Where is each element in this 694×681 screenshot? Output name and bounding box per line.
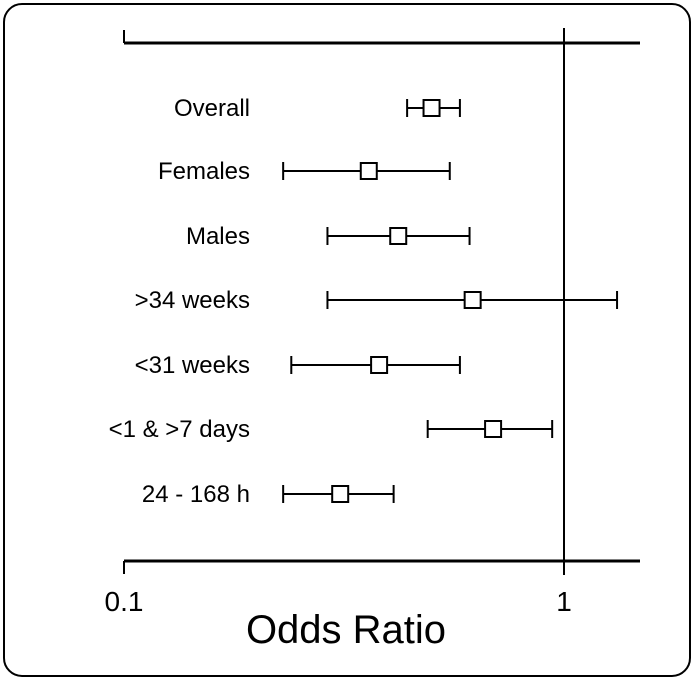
- row-label: Overall: [174, 95, 250, 122]
- row-label: 24 - 168 h: [142, 481, 250, 508]
- estimate-marker: [370, 356, 389, 374]
- x-tick-label: 1: [556, 586, 572, 617]
- forest-row: Males: [186, 223, 471, 250]
- estimate-marker: [389, 227, 408, 245]
- forest-row: Females: [158, 158, 451, 185]
- row-label: Females: [158, 158, 250, 185]
- frame: [3, 3, 691, 677]
- forest-row: <1 & >7 days: [109, 416, 554, 443]
- row-label: >34 weeks: [135, 287, 250, 314]
- row-label: <1 & >7 days: [109, 416, 250, 443]
- estimate-marker: [359, 162, 378, 180]
- estimate-marker: [422, 99, 441, 117]
- row-label: Males: [186, 223, 250, 250]
- row-label: <31 weeks: [135, 352, 250, 379]
- x-tick-label: 0.1: [105, 586, 144, 617]
- x-axis-label: Odds Ratio: [246, 608, 446, 652]
- forest-row: Overall: [174, 95, 461, 122]
- forest-row: 24 - 168 h: [142, 481, 395, 508]
- estimate-marker: [463, 291, 482, 309]
- forest-rows: Overall Females Males >34 weeks <31 weeks <1 …: [109, 95, 619, 508]
- forest-row: <31 weeks: [135, 352, 461, 379]
- estimate-marker: [331, 485, 350, 503]
- x-tick-labels: 0.1 1: [105, 586, 572, 617]
- estimate-marker: [484, 420, 503, 438]
- forest-row: >34 weeks: [135, 287, 619, 314]
